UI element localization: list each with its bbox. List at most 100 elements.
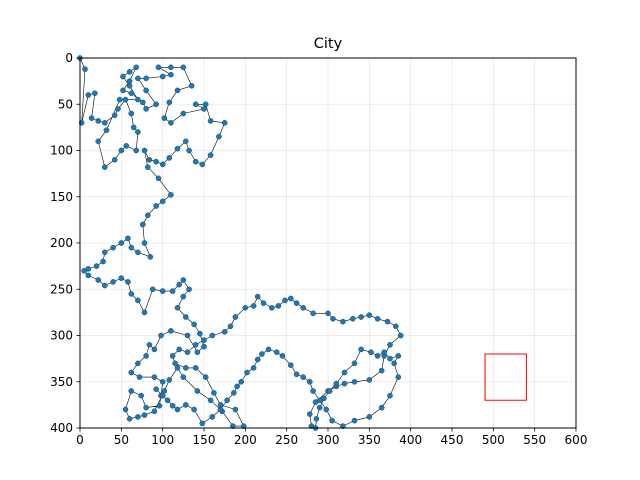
- x-tick-label: 50: [114, 433, 129, 447]
- city-point: [151, 408, 158, 415]
- city-point: [95, 138, 101, 145]
- city-point: [224, 397, 230, 404]
- city-point: [126, 415, 133, 422]
- city-point: [366, 377, 373, 383]
- city-point: [182, 402, 189, 408]
- city-point: [151, 374, 158, 380]
- city-point: [111, 156, 118, 163]
- city-point: [395, 374, 402, 380]
- city-point: [93, 263, 100, 269]
- city-point: [166, 155, 173, 161]
- city-point: [126, 83, 133, 89]
- city-point: [135, 297, 141, 304]
- city-point: [85, 272, 92, 279]
- city-point: [95, 277, 101, 283]
- city-point: [153, 203, 159, 209]
- city-point: [159, 378, 166, 385]
- city-point: [287, 295, 294, 302]
- city-point: [146, 341, 153, 348]
- city-point: [351, 360, 358, 367]
- city-point: [164, 397, 171, 404]
- city-point: [174, 406, 181, 413]
- y-tick-label: 50: [58, 97, 73, 111]
- city-point: [326, 388, 333, 394]
- city-point: [135, 414, 141, 420]
- city-point: [232, 314, 239, 320]
- city-point: [242, 304, 249, 311]
- city-point: [234, 383, 240, 390]
- y-tick-label: 100: [50, 144, 73, 158]
- city-point: [184, 349, 191, 356]
- city-point: [147, 254, 154, 260]
- y-tick-label: 300: [50, 329, 73, 343]
- city-point: [128, 388, 135, 394]
- city-point: [199, 161, 206, 168]
- city-point: [316, 404, 323, 411]
- city-point: [217, 406, 224, 413]
- city-point: [184, 332, 191, 339]
- city-point: [330, 315, 336, 322]
- city-point: [126, 69, 133, 75]
- city-point: [135, 96, 141, 103]
- city-point: [128, 244, 135, 251]
- city-point: [194, 349, 201, 356]
- city-point: [221, 328, 228, 335]
- city-point: [182, 365, 189, 371]
- city-point: [159, 73, 166, 80]
- city-point: [133, 147, 139, 154]
- city-point: [259, 351, 265, 357]
- city-point: [180, 277, 187, 283]
- city-point: [81, 267, 87, 274]
- city-point: [358, 346, 364, 353]
- city-point: [168, 192, 174, 198]
- city-point: [115, 106, 121, 112]
- city-point: [125, 235, 131, 242]
- city-point: [254, 356, 261, 363]
- city-point: [135, 75, 141, 82]
- y-tick-label: 400: [50, 421, 73, 435]
- city-point: [387, 355, 393, 362]
- city-point: [209, 332, 216, 339]
- city-point: [176, 281, 182, 288]
- city-point: [159, 288, 166, 294]
- city-point: [293, 371, 300, 378]
- city-point: [88, 115, 95, 121]
- city-point: [135, 360, 141, 367]
- city-point: [128, 291, 135, 297]
- city-point: [125, 279, 131, 285]
- x-tick-label: 150: [193, 433, 216, 447]
- city-point: [118, 275, 125, 281]
- city-point: [368, 349, 374, 356]
- city-point: [120, 73, 126, 80]
- city-point: [392, 323, 399, 330]
- city-point: [153, 101, 159, 108]
- city-point: [159, 198, 166, 205]
- city-point: [138, 392, 144, 399]
- x-tick-label: 450: [441, 433, 464, 447]
- city-point: [144, 212, 151, 219]
- city-point: [221, 120, 228, 126]
- city-point: [180, 110, 187, 117]
- city-point: [209, 414, 216, 420]
- city-point: [168, 71, 174, 78]
- city-point: [313, 415, 320, 422]
- city-point: [118, 147, 125, 154]
- city-point: [174, 87, 181, 94]
- city-point: [180, 293, 187, 300]
- city-point: [126, 78, 133, 84]
- city-point: [374, 353, 381, 359]
- city-point: [144, 164, 151, 170]
- city-point: [180, 64, 187, 71]
- city-point: [182, 138, 189, 145]
- city-point: [143, 106, 149, 112]
- city-point: [143, 404, 149, 411]
- city-point: [300, 304, 307, 311]
- city-point: [341, 369, 348, 376]
- city-point: [391, 360, 397, 367]
- city-point: [151, 346, 158, 353]
- city-point: [135, 249, 141, 256]
- city-point: [149, 286, 156, 293]
- city-point: [180, 374, 187, 380]
- y-tick-label: 0: [65, 51, 73, 65]
